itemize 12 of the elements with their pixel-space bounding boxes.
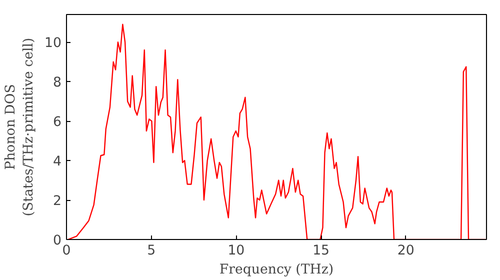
x-tick-label: 5 bbox=[147, 244, 156, 258]
y-tick-label: 2 bbox=[53, 194, 62, 210]
y-tick-label: 4 bbox=[53, 154, 62, 170]
x-tick-label: 20 bbox=[397, 244, 414, 258]
x-axis-title: Frequency (THz) bbox=[219, 262, 334, 278]
x-tick-label: 15 bbox=[312, 244, 330, 258]
y-tick-label: 0 bbox=[53, 234, 62, 248]
y-tick-label: 8 bbox=[53, 76, 62, 91]
y-tick-label: 10 bbox=[44, 36, 62, 52]
y-tick-label: 6 bbox=[53, 115, 62, 130]
x-tick-label: 10 bbox=[228, 244, 245, 258]
y-axis-title: Phonon DOS (States/THz·primitive cell) bbox=[4, 38, 37, 216]
